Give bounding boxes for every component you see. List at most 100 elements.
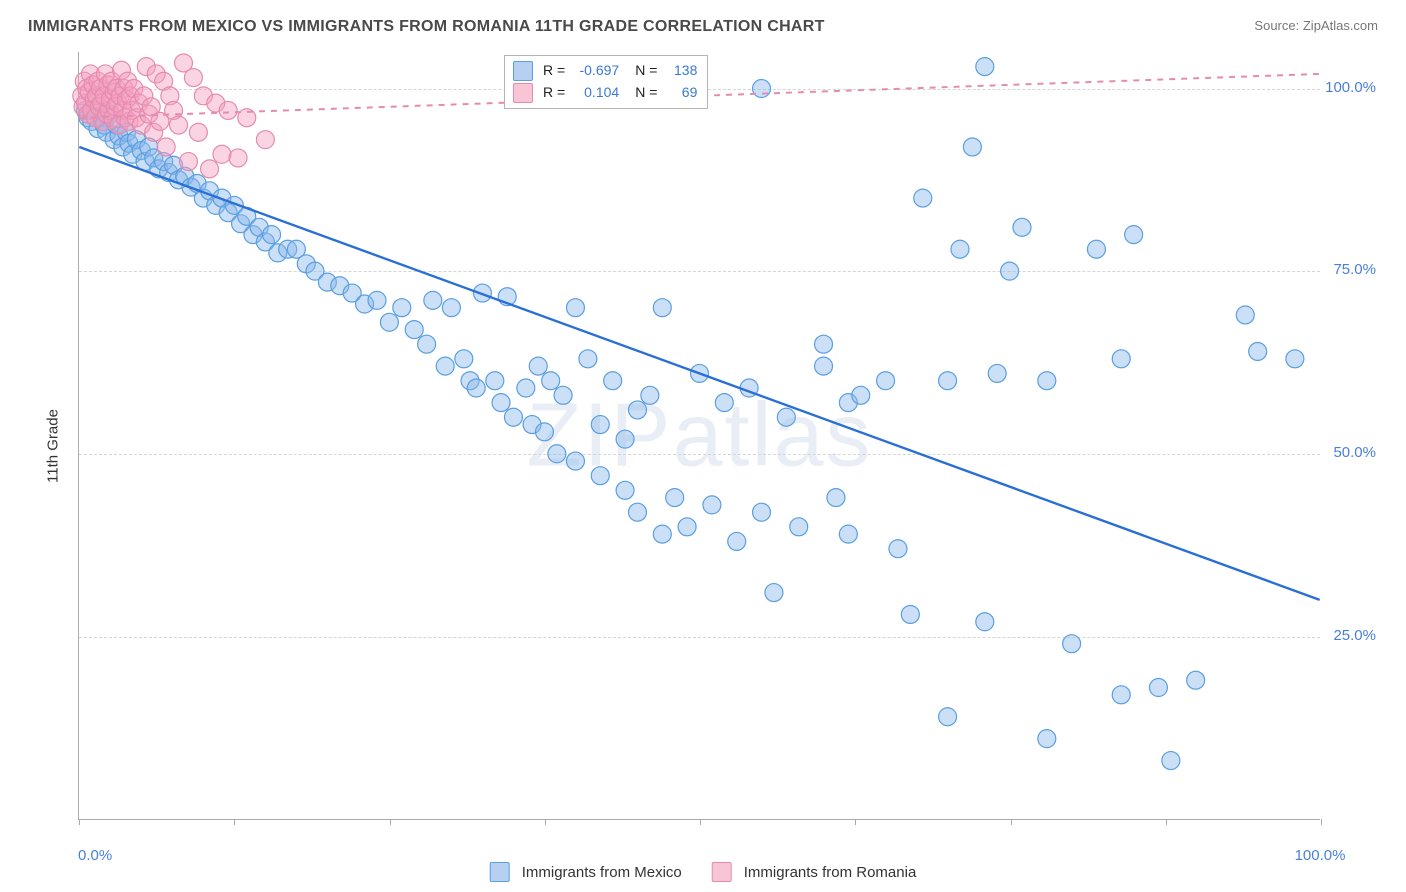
scatter-point	[1149, 679, 1167, 697]
scatter-point	[201, 160, 219, 178]
scatter-point	[628, 401, 646, 419]
x-tick	[1011, 819, 1012, 825]
y-tick-label: 50.0%	[1333, 444, 1376, 461]
scatter-point	[184, 69, 202, 87]
scatter-point	[939, 372, 957, 390]
scatter-point	[535, 423, 553, 441]
n-value: 138	[663, 60, 697, 82]
scatter-point	[442, 299, 460, 317]
n-label: N =	[635, 60, 657, 82]
scatter-point	[157, 138, 175, 156]
scatter-point	[877, 372, 895, 390]
scatter-point	[827, 489, 845, 507]
scatter-point	[951, 240, 969, 258]
scatter-point	[815, 357, 833, 375]
scatter-point	[1087, 240, 1105, 258]
scatter-point	[504, 408, 522, 426]
scatter-point	[1038, 372, 1056, 390]
scatter-point	[852, 386, 870, 404]
n-value: 69	[663, 82, 697, 104]
scatter-point	[753, 503, 771, 521]
scatter-point	[1112, 350, 1130, 368]
trend-line	[79, 147, 1319, 600]
scatter-point	[616, 481, 634, 499]
scatter-point	[1112, 686, 1130, 704]
scatter-point	[976, 613, 994, 631]
legend-swatch	[712, 862, 732, 882]
r-value: 0.104	[571, 82, 619, 104]
scatter-point	[591, 467, 609, 485]
x-tick	[1321, 819, 1322, 825]
scatter-point	[455, 350, 473, 368]
plot-area: ZIPatlas R =-0.697N =138R =0.104N =69 25…	[78, 52, 1320, 820]
scatter-point	[1001, 262, 1019, 280]
x-tick	[1166, 819, 1167, 825]
x-axis-min-label: 0.0%	[78, 847, 112, 864]
scatter-point	[604, 372, 622, 390]
scatter-point	[641, 386, 659, 404]
scatter-point	[616, 430, 634, 448]
scatter-point	[229, 149, 247, 167]
chart-container: 11th Grade ZIPatlas R =-0.697N =138R =0.…	[28, 52, 1378, 840]
scatter-point	[728, 532, 746, 550]
scatter-point	[1249, 343, 1267, 361]
scatter-point	[566, 452, 584, 470]
scatter-point	[189, 123, 207, 141]
scatter-point	[988, 364, 1006, 382]
scatter-point	[418, 335, 436, 353]
legend-item: Immigrants from Mexico	[490, 862, 682, 882]
scatter-point	[579, 350, 597, 368]
scatter-point	[1162, 752, 1180, 770]
legend-bottom: Immigrants from Mexico Immigrants from Ro…	[490, 862, 917, 882]
x-axis-max-label: 100.0%	[1295, 847, 1346, 864]
scatter-point	[1063, 635, 1081, 653]
scatter-point	[653, 525, 671, 543]
scatter-point	[380, 313, 398, 331]
scatter-point	[1013, 218, 1031, 236]
scatter-point	[653, 299, 671, 317]
scatter-point	[517, 379, 535, 397]
correlation-legend-box: R =-0.697N =138R =0.104N =69	[504, 55, 708, 109]
scatter-point	[914, 189, 932, 207]
scatter-point	[256, 131, 274, 149]
x-tick	[855, 819, 856, 825]
correlation-row: R =-0.697N =138	[513, 60, 697, 82]
scatter-point	[901, 605, 919, 623]
scatter-point	[179, 153, 197, 171]
scatter-point	[678, 518, 696, 536]
n-label: N =	[635, 82, 657, 104]
scatter-point	[815, 335, 833, 353]
y-tick-label: 75.0%	[1333, 261, 1376, 278]
x-tick	[545, 819, 546, 825]
legend-label: Immigrants from Romania	[744, 864, 917, 881]
r-value: -0.697	[571, 60, 619, 82]
scatter-point	[566, 299, 584, 317]
source-credit: Source: ZipAtlas.com	[1254, 18, 1378, 33]
x-tick	[234, 819, 235, 825]
scatter-point	[486, 372, 504, 390]
scatter-point	[492, 394, 510, 412]
scatter-point	[1038, 730, 1056, 748]
y-axis-label: 11th Grade	[44, 409, 61, 483]
scatter-point	[976, 58, 994, 76]
scatter-point	[424, 291, 442, 309]
scatter-point	[219, 101, 237, 119]
scatter-point	[1286, 350, 1304, 368]
scatter-point	[393, 299, 411, 317]
scatter-point	[839, 525, 857, 543]
scatter-point	[368, 291, 386, 309]
chart-title: IMMIGRANTS FROM MEXICO VS IMMIGRANTS FRO…	[28, 18, 825, 36]
scatter-point	[765, 584, 783, 602]
scatter-point	[628, 503, 646, 521]
y-tick-label: 100.0%	[1325, 79, 1376, 96]
scatter-point	[263, 226, 281, 244]
scatter-point	[405, 321, 423, 339]
source-label: Source:	[1254, 18, 1299, 33]
scatter-point	[963, 138, 981, 156]
source-value: ZipAtlas.com	[1303, 18, 1378, 33]
scatter-point	[591, 416, 609, 434]
y-tick-label: 25.0%	[1333, 627, 1376, 644]
x-tick	[79, 819, 80, 825]
scatter-point	[1187, 671, 1205, 689]
legend-swatch	[490, 862, 510, 882]
